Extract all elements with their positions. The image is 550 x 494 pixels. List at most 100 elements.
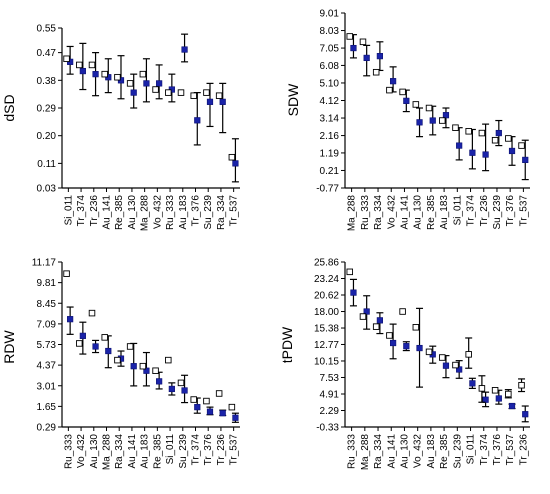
x-tick-label: Tr_236 [518, 434, 529, 466]
data-point-open [425, 348, 433, 356]
data-point-filled [522, 411, 529, 418]
x-tick-label: Su_239 [452, 434, 463, 469]
x-tick-label: Su_239 [203, 195, 214, 230]
y-tick-label: 10.15 [314, 356, 339, 367]
data-point-filled [482, 396, 489, 403]
data-point-open [152, 367, 159, 374]
y-tick-label: 7.53 [320, 373, 340, 384]
data-point-filled [156, 378, 163, 385]
x-tick-label: Ma_288 [347, 195, 358, 232]
data-point-open [372, 323, 380, 330]
data-point-open [203, 397, 210, 405]
y-tick-label: 9.81 [37, 278, 57, 289]
x-tick-label: Au_183 [178, 195, 189, 230]
y-tick-label: 7.05 [320, 44, 340, 55]
data-point-open [452, 361, 459, 369]
x-tick-label: Tr_537 [518, 195, 529, 227]
data-point-open [63, 55, 70, 63]
x-tick-label: Re_385 [114, 195, 125, 230]
y-tick-label: 12.77 [314, 340, 339, 351]
data-point-open [101, 334, 108, 341]
data-point-filled [403, 97, 410, 104]
x-tick-label: Tr_374 [76, 195, 87, 227]
y-tick-label: -0.33 [316, 423, 339, 434]
data-point-open [228, 153, 236, 161]
x-tick-label: Ra_334 [216, 195, 227, 230]
x-tick-label: Ra_334 [373, 195, 384, 230]
data-point-filled [469, 380, 476, 387]
y-tick-label: 9.01 [320, 9, 340, 20]
data-point-open [177, 379, 185, 387]
y-tick-label: 4.37 [37, 361, 57, 372]
data-point-open [439, 354, 446, 361]
data-point-open [139, 362, 147, 370]
x-tick-label: Ru_333 [63, 434, 74, 469]
x-tick-label: Tr_236 [216, 434, 227, 466]
y-tick-label: 18.00 [314, 307, 339, 318]
y-tick-label: 1.65 [37, 402, 57, 413]
y-tick-label: 0.29 [37, 104, 57, 115]
data-point-open [399, 308, 406, 315]
data-point-filled [206, 408, 214, 415]
x-tick-label: Tr_374 [191, 434, 202, 466]
x-tick-label: Ru_333 [347, 434, 358, 469]
data-point-open [399, 88, 406, 96]
data-point-open [101, 70, 108, 78]
x-tick-label: Tr_374 [466, 195, 477, 227]
x-tick-label: Au_183 [140, 434, 151, 469]
data-point-open [63, 270, 70, 277]
data-point-open [203, 89, 210, 96]
data-point-filled [143, 80, 150, 87]
x-tick-label: Au_183 [439, 195, 450, 230]
y-tick-label: 3.14 [320, 114, 340, 125]
data-point-open [386, 332, 393, 339]
data-point-open [190, 396, 197, 403]
x-tick-label: Ru_333 [165, 195, 176, 230]
data-point-open [88, 309, 96, 317]
data-point-open [465, 128, 472, 135]
y-tick-label: 15.38 [314, 324, 339, 335]
x-tick-label: Au_141 [102, 195, 113, 230]
data-point-filled [79, 67, 86, 75]
data-point-filled [495, 129, 502, 137]
data-point-open [505, 135, 512, 142]
y-tick-label: 0.38 [37, 76, 57, 87]
y-tick-label: 0.11 [37, 159, 56, 170]
x-tick-label: Vo_432 [152, 195, 163, 229]
data-point-open [359, 38, 367, 46]
y-tick-label: 11.17 [32, 258, 57, 269]
data-point-filled [232, 414, 239, 421]
data-point-filled [79, 332, 86, 339]
data-point-filled [219, 410, 226, 417]
x-tick-label: Au_141 [127, 434, 138, 469]
x-tick-label: Si_011 [466, 434, 477, 465]
data-point-filled [130, 89, 137, 96]
x-tick-label: Ma_288 [140, 195, 151, 232]
data-point-filled [376, 317, 383, 324]
data-point-filled [194, 117, 201, 124]
data-point-open [439, 117, 446, 124]
y-tick-label: 0.29 [37, 423, 57, 434]
y-tick-label: -0.77 [316, 184, 339, 195]
y-tick-label: 1.19 [320, 148, 340, 159]
y-axis-label: tPDW [279, 326, 295, 363]
data-point-filled [232, 160, 239, 167]
y-tick-label: 6.08 [320, 61, 340, 72]
data-point-filled [181, 387, 188, 394]
x-tick-label: Au_183 [426, 434, 437, 469]
data-point-open [518, 381, 525, 389]
x-tick-label: Vo_432 [386, 195, 397, 229]
y-tick-label: 2.29 [320, 406, 340, 417]
data-point-filled [469, 149, 476, 156]
data-point-filled [105, 347, 112, 355]
data-point-open [76, 340, 83, 347]
x-tick-label: Vo_432 [413, 434, 424, 468]
y-axis-label: SDW [285, 83, 301, 116]
y-tick-label: 7.09 [37, 319, 57, 330]
y-axis-label: RDW [1, 329, 17, 363]
data-point-open [126, 343, 134, 350]
x-tick-label: Au_130 [413, 195, 424, 230]
y-tick-label: 8.45 [37, 299, 57, 310]
